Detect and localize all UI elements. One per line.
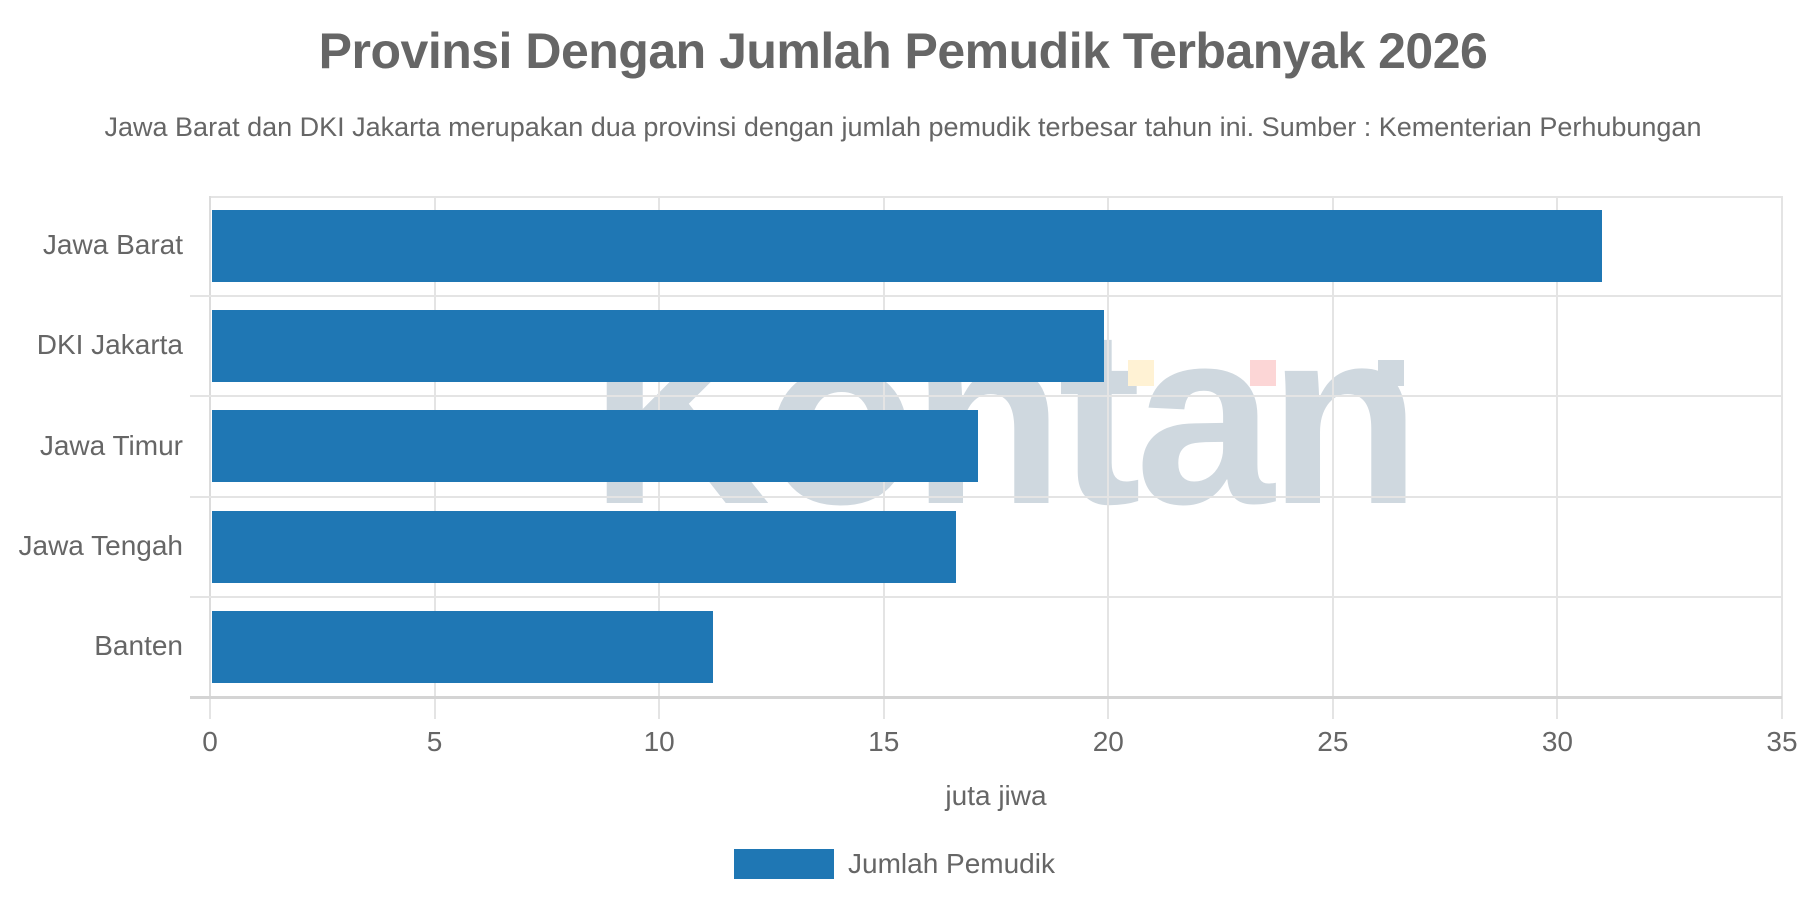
x-axis-title: juta jiwa (945, 780, 1047, 811)
legend-swatch (734, 849, 834, 879)
x-tick-label: 25 (1317, 726, 1349, 757)
tick-mark (658, 697, 661, 719)
tick-mark (209, 697, 211, 719)
chart-title: Provinsi Dengan Jumlah Pemudik Terbanyak… (318, 23, 1488, 79)
category-label: Jawa Timur (39, 429, 183, 461)
x-tick-label: 5 (426, 726, 443, 757)
x-tick-label: 20 (1092, 726, 1124, 757)
category-separator (190, 495, 1782, 498)
x-axis-line (190, 696, 1782, 699)
tick-mark (1107, 697, 1110, 719)
legend[interactable]: Jumlah Pemudik (734, 848, 1055, 880)
category-separator (190, 595, 1782, 598)
plot-area (190, 196, 1783, 719)
bar-banten[interactable] (212, 610, 714, 683)
x-tick-label: 15 (868, 726, 900, 757)
gridline-x (1781, 196, 1783, 697)
x-tick-label: 10 (643, 726, 675, 757)
tick-mark (882, 697, 885, 719)
category-separator (190, 295, 1782, 298)
tick-mark (1781, 697, 1783, 719)
legend-label: Jumlah Pemudik (848, 848, 1055, 879)
tick-mark (1556, 697, 1559, 719)
x-tick-label: 35 (1766, 726, 1798, 757)
bar-jawa-barat[interactable] (212, 210, 1603, 282)
gridline-x (1331, 196, 1334, 697)
plot-top-border (210, 196, 1782, 198)
category-label: Jawa Tengah (18, 529, 184, 561)
chart-subtitle: Jawa Barat dan DKI Jakarta merupakan dua… (104, 112, 1702, 142)
bar-jawa-tengah[interactable] (212, 510, 956, 583)
gridline-x (1107, 196, 1110, 697)
gridline-x (209, 196, 211, 697)
tick-mark (433, 697, 436, 719)
category-label: Banten (94, 629, 183, 661)
bar-jawa-timur[interactable] (212, 410, 979, 483)
category-separator (190, 395, 1782, 398)
bar-dki-jakarta[interactable] (212, 310, 1104, 383)
tick-mark (1331, 697, 1334, 719)
x-tick-label: 0 (202, 726, 218, 757)
gridline-x (1556, 196, 1559, 697)
category-label: Jawa Barat (42, 229, 183, 261)
x-tick-label: 30 (1541, 726, 1573, 757)
category-label: DKI Jakarta (36, 329, 183, 361)
